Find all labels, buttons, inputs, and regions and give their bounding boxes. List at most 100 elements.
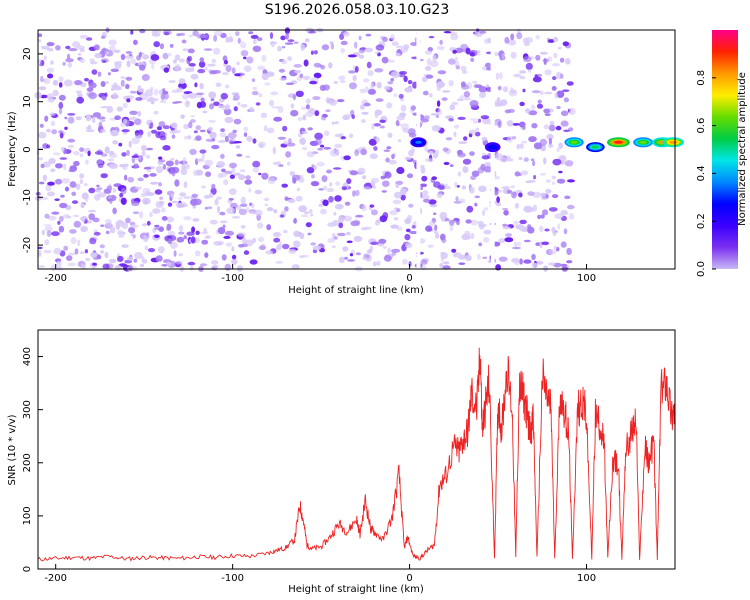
noise-speckle [240, 203, 248, 207]
noise-speckle [551, 175, 557, 180]
noise-speckle [151, 63, 155, 70]
noise-speckle [46, 144, 51, 149]
noise-speckle [364, 226, 372, 230]
noise-speckle [144, 245, 148, 251]
noise-speckle [456, 220, 460, 226]
noise-speckle [169, 43, 174, 48]
noise-speckle [258, 245, 267, 250]
noise-speckle [549, 120, 555, 126]
noise-speckle [55, 178, 63, 185]
noise-speckle [109, 153, 118, 159]
noise-speckle [231, 246, 235, 252]
noise-speckle [383, 85, 391, 91]
noise-speckle [309, 80, 318, 85]
noise-speckle [153, 110, 159, 115]
noise-speckle [378, 238, 387, 244]
noise-speckle [543, 108, 551, 114]
noise-speckle [480, 115, 490, 120]
noise-speckle [391, 153, 395, 160]
noise-speckle [511, 123, 520, 126]
noise-speckle [557, 223, 561, 230]
noise-speckle [464, 230, 471, 238]
noise-speckle [46, 42, 55, 47]
noise-speckle [566, 81, 574, 86]
noise-speckle [402, 258, 408, 265]
noise-speckle [551, 86, 557, 91]
noise-speckle [512, 246, 521, 250]
noise-speckle [161, 216, 168, 221]
noise-speckle [518, 156, 523, 161]
noise-speckle [53, 247, 62, 255]
noise-speckle [199, 34, 208, 39]
noise-speckle [457, 152, 466, 158]
noise-speckle [79, 153, 84, 158]
noise-speckle [107, 72, 111, 76]
noise-speckle [217, 227, 226, 235]
noise-speckle [190, 236, 196, 244]
noise-speckle [162, 29, 172, 36]
noise-speckle [568, 213, 575, 220]
noise-speckle [128, 264, 133, 272]
noise-speckle [474, 202, 478, 207]
noise-speckle [162, 164, 166, 170]
noise-speckle [134, 251, 143, 260]
noise-speckle [201, 185, 206, 189]
noise-speckle [147, 248, 156, 253]
noise-speckle [428, 220, 435, 227]
noise-speckle [40, 45, 50, 50]
noise-speckle [478, 185, 487, 193]
noise-speckle [178, 78, 186, 84]
noise-speckle [451, 101, 459, 105]
noise-speckle [249, 211, 255, 214]
noise-speckle [183, 216, 192, 221]
noise-speckle [408, 203, 414, 208]
noise-speckle [501, 53, 505, 61]
noise-speckle [192, 205, 197, 209]
noise-speckle [317, 147, 324, 151]
noise-speckle [385, 157, 390, 163]
noise-speckle [58, 94, 66, 101]
noise-speckle [152, 208, 161, 214]
noise-speckle [556, 106, 561, 109]
noise-speckle [436, 84, 441, 91]
noise-speckle [102, 47, 107, 55]
noise-speckle [497, 85, 502, 91]
noise-speckle [305, 98, 311, 104]
noise-speckle [109, 258, 117, 264]
noise-speckle [75, 90, 83, 94]
y-tick-label: 0 [22, 566, 33, 572]
noise-speckle [202, 110, 208, 114]
noise-speckle [229, 162, 237, 169]
noise-speckle [391, 248, 401, 253]
noise-speckle [207, 126, 213, 132]
noise-speckle [84, 195, 89, 203]
noise-speckle [187, 135, 192, 140]
noise-speckle [240, 41, 247, 49]
noise-speckle [462, 158, 472, 165]
noise-speckle [246, 56, 254, 64]
noise-speckle [340, 136, 346, 140]
noise-speckle [482, 256, 488, 259]
noise-speckle [67, 113, 76, 116]
noise-speckle [90, 252, 98, 258]
noise-speckle [273, 209, 278, 214]
noise-speckle [143, 166, 152, 170]
noise-speckle [243, 132, 248, 137]
noise-speckle [386, 102, 393, 109]
noise-speckle [379, 125, 385, 129]
noise-speckle [238, 208, 247, 216]
noise-speckle [519, 143, 524, 150]
noise-speckle [281, 59, 288, 65]
noise-speckle [556, 147, 560, 152]
noise-speckle [63, 163, 67, 171]
noise-speckle [275, 261, 284, 264]
noise-speckle [457, 116, 466, 120]
noise-speckle [264, 197, 270, 202]
noise-speckle [374, 68, 384, 73]
noise-speckle [117, 230, 124, 236]
x-tick-label: -200 [44, 273, 67, 284]
noise-speckle [141, 150, 146, 157]
noise-speckle [353, 235, 363, 242]
noise-speckle [470, 219, 479, 226]
noise-speckle [393, 93, 398, 97]
